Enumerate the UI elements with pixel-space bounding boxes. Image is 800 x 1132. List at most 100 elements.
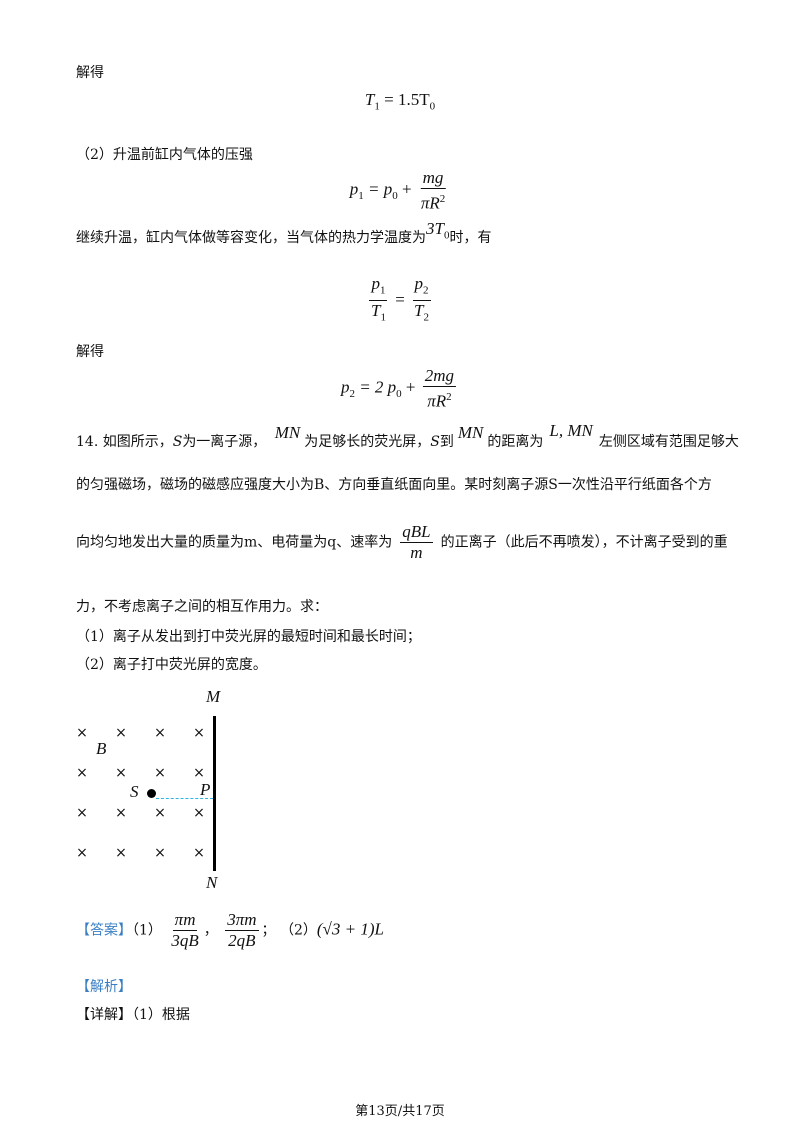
equation-t1: T1 = 1.5T0 (365, 90, 435, 112)
answer-line: 【答案】（1） πm 3qB， 3πm 2qB； （2）(√3 + 1)L (76, 910, 384, 951)
eq-sup: 2 (439, 193, 446, 205)
sub-question-1: （1）离子从发出到打中荧光屏的最短时间和最长时间； (76, 629, 421, 645)
numerator: qBL (400, 522, 433, 543)
field-into-page-icon: × (154, 765, 166, 781)
label-s: S (130, 782, 139, 801)
fraction: 2mg πR2 (422, 366, 457, 412)
text: （1）根据 (132, 1007, 190, 1023)
fraction: mg πR2 (419, 168, 447, 214)
equation-p1: p1 = p0 + mg πR2 (350, 168, 450, 214)
eq-text: p (414, 274, 424, 293)
eq-sub: 0 (396, 388, 402, 401)
field-into-page-icon: × (154, 845, 166, 861)
eq-sub: 0 (429, 100, 436, 113)
denominator: πR2 (419, 189, 447, 214)
denominator: 3qB (171, 931, 199, 950)
text: 的距离为 (487, 434, 544, 450)
text: （1） (132, 922, 162, 939)
ion-source-dot (147, 789, 156, 798)
numerator: 3πm (225, 910, 259, 931)
denominator: T2 (412, 301, 431, 327)
eq-text: T (364, 90, 375, 109)
denominator: 2qB (228, 931, 256, 950)
sub-question-2: （2）离子打中荧光屏的宽度。 (76, 657, 267, 673)
numerator: mg (420, 168, 446, 189)
eq-sub: 2 (423, 284, 429, 297)
fraction: p1 T1 (369, 274, 388, 328)
label-p: P (200, 780, 211, 799)
eq-sub: 1 (374, 100, 380, 113)
question-line-3: 向均匀地发出大量的质量为m、电荷量为q、速率为 qBL m 的正离子（此后不再喷发），… (76, 522, 728, 563)
label-m: M (206, 687, 221, 706)
speed-fraction: qBL m (400, 522, 433, 563)
detail-tag: 【详解】 (76, 1007, 132, 1023)
field-into-page-icon: × (76, 845, 88, 861)
text: ， (203, 922, 218, 939)
field-into-page-icon: × (115, 845, 127, 861)
eq-sub: 2 (349, 388, 355, 401)
text: 时，有 (449, 230, 492, 246)
var: MN (274, 423, 301, 442)
field-into-page-icon: × (76, 765, 88, 781)
question-line-1: 14. 如图所示，S为一离子源， MN 为足够长的荧光屏，S到 MN 的距离为L, M… (76, 422, 739, 451)
field-into-page-icon: × (154, 805, 166, 821)
eq-text: = 2 p (359, 377, 397, 397)
page-footer: 第13页/共17页 (355, 1104, 445, 1119)
eq-sub: 1 (358, 190, 364, 203)
eq-text: = (395, 289, 405, 309)
label-b: B (96, 739, 107, 758)
fraction: 3πm 2qB (225, 910, 259, 951)
eq-text: T (370, 301, 381, 321)
eq-text: p (340, 377, 350, 397)
equation-ratio: p1 T1 = p2 T2 (366, 274, 434, 328)
text: 左侧区域有范围足够大 (598, 434, 739, 450)
var: S (172, 434, 183, 450)
var: L, MN (549, 421, 593, 440)
eq-text: = 1.5T (384, 90, 430, 109)
answer-expression: (√3 + 1)L (316, 919, 384, 939)
distance-dashed-line (156, 798, 213, 799)
question-line-4: 力，不考虑离子之间的相互作用力。求： (76, 599, 328, 615)
eq-text: = p (368, 179, 393, 199)
text: 14. 如图所示， (76, 434, 173, 450)
label-n: N (206, 873, 218, 892)
field-into-page-icon: × (193, 725, 205, 741)
fraction: πm 3qB (169, 910, 200, 951)
eq-text: + (405, 377, 416, 397)
numerator: πm (172, 910, 198, 931)
field-into-page-icon: × (193, 765, 205, 781)
field-into-page-icon: × (115, 765, 127, 781)
var: MN (457, 423, 484, 442)
denominator: T1 (369, 301, 388, 327)
eq-text: πR (420, 193, 440, 213)
solve-label: 解得 (76, 344, 104, 360)
text: ； (261, 922, 276, 939)
denominator: πR2 (425, 387, 453, 412)
text: 继续升温，缸内气体做等容变化，当气体的热力学温度为 (76, 230, 426, 246)
eq-text: 3T (426, 219, 444, 238)
eq-text: T (414, 301, 424, 321)
var: S (430, 434, 440, 450)
text: 的正离子（此后不再喷发），不计离子受到的重 (440, 534, 728, 551)
text: 向均匀地发出大量的质量为m、电荷量为q、速率为 (76, 534, 393, 551)
eq-sup: 2 (446, 391, 452, 403)
continue-text: 继续升温，缸内气体做等容变化，当气体的热力学温度为3T0时，有 (76, 220, 492, 252)
denominator: m (410, 543, 423, 562)
eq-sub: 1 (380, 311, 386, 324)
eq-sub: 0 (443, 229, 450, 242)
part2-intro: （2）升温前缸内气体的压强 (76, 147, 253, 163)
equation-p2: p2 = 2 p0 + 2mg πR2 (341, 366, 459, 412)
eq-sub: 0 (392, 190, 398, 203)
text: 为一离子源， (182, 434, 267, 450)
eq-sub: 1 (379, 284, 386, 297)
field-into-page-icon: × (154, 725, 166, 741)
analysis-tag: 【解析】 (76, 979, 132, 995)
eq-text: p (371, 274, 380, 293)
numerator: p2 (412, 274, 431, 302)
temp: 3T0 (426, 219, 450, 242)
text: （2） (279, 922, 317, 939)
eq-text: πR (427, 391, 447, 411)
detail-line: 【详解】（1）根据 (76, 1006, 190, 1024)
field-into-page-icon: × (193, 845, 205, 861)
text: 为足够长的荧光屏， (304, 434, 431, 450)
